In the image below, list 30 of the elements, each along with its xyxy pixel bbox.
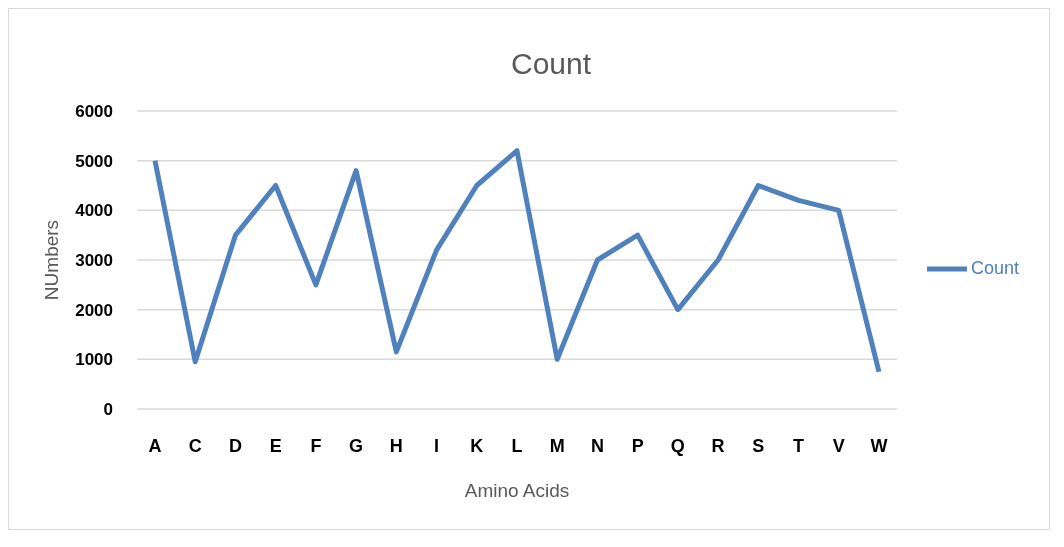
x-tick-label: H <box>389 435 403 456</box>
x-tick-label: A <box>148 435 162 456</box>
y-tick-label: 3000 <box>75 251 113 271</box>
x-tick-label: G <box>349 435 364 456</box>
x-tick-label: S <box>752 435 765 456</box>
x-tick-label: M <box>549 435 565 456</box>
x-tick-label: T <box>793 435 805 456</box>
legend-label: Count <box>970 257 1019 278</box>
x-tick-label: Q <box>670 435 685 456</box>
x-axis-title: Amino Acids <box>464 480 570 501</box>
x-tick-label: L <box>511 435 523 456</box>
x-tick-label: E <box>269 435 282 456</box>
x-tick-label: P <box>631 435 644 456</box>
x-tick-label: I <box>434 435 440 456</box>
x-tick-label: N <box>590 435 604 456</box>
y-tick-label: 2000 <box>75 300 113 320</box>
y-tick-label: 6000 <box>75 102 113 122</box>
x-tick-label: D <box>228 435 242 456</box>
x-tick-label: F <box>310 435 322 456</box>
x-tick-label: C <box>188 435 202 456</box>
y-tick-label: 1000 <box>75 350 113 370</box>
y-tick-label: 5000 <box>75 151 113 171</box>
y-tick-label: 4000 <box>75 201 113 221</box>
x-tick-label: V <box>832 435 845 456</box>
x-tick-label: R <box>711 435 725 456</box>
y-axis-title: NUmbers <box>40 219 62 301</box>
x-tick-label: W <box>870 435 888 456</box>
x-tick-label: K <box>470 435 484 456</box>
y-tick-label: 0 <box>103 400 113 420</box>
chart-title: Count <box>509 47 593 81</box>
